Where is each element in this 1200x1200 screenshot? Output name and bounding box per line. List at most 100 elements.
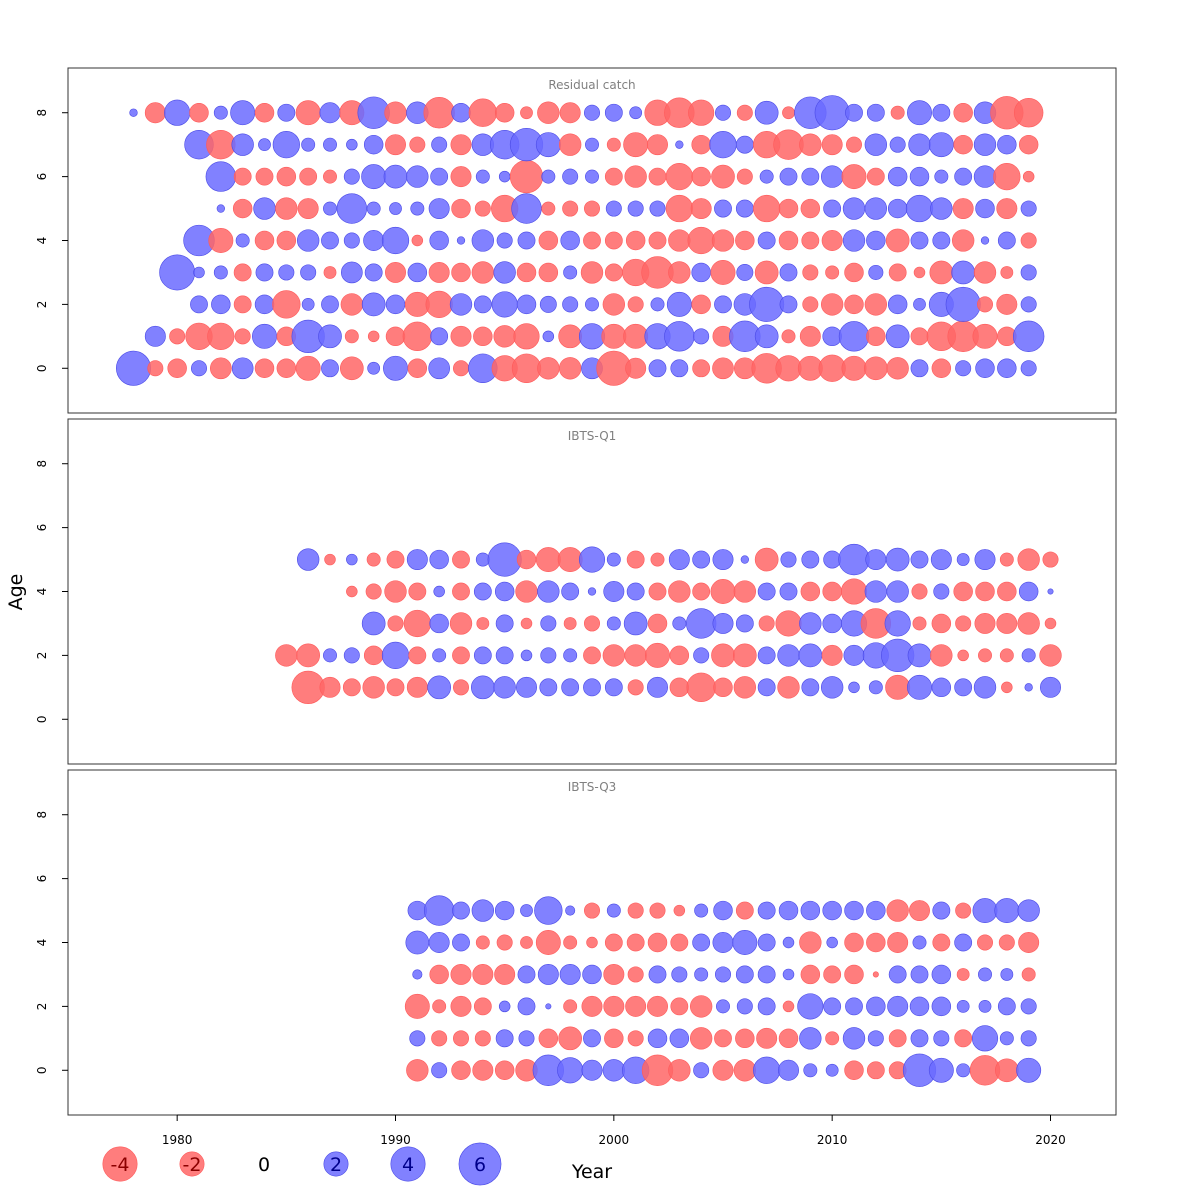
legend-label: 2 (330, 1154, 342, 1176)
residual-bubble (404, 993, 430, 1019)
residual-bubble (498, 170, 511, 183)
residual-bubble (625, 357, 647, 379)
residual-bubble (691, 134, 711, 155)
residual-bubble (367, 361, 381, 375)
residual-bubble (384, 580, 407, 603)
residual-bubble (778, 198, 799, 219)
residual-bubble (670, 997, 689, 1016)
residual-bubble (930, 644, 953, 667)
residual-bubble (603, 995, 625, 1017)
residual-bubble (581, 995, 603, 1017)
residual-bubble (648, 231, 667, 250)
residual-bubble (649, 902, 666, 919)
residual-bubble (735, 901, 754, 920)
residual-bubble (889, 136, 906, 153)
residual-bubble (584, 902, 600, 919)
residual-bubble (647, 1028, 668, 1049)
residual-bubble (908, 133, 931, 156)
residual-bubble (471, 899, 495, 922)
residual-bubble (475, 552, 490, 567)
residual-bubble (342, 678, 361, 697)
legend-label: 0 (258, 1154, 270, 1176)
residual-bubble (383, 355, 408, 381)
residual-bubble (975, 581, 995, 602)
residual-bubble (778, 1028, 799, 1049)
residual-bubble (712, 549, 734, 571)
residual-bubble (664, 321, 695, 352)
residual-bubble (451, 198, 471, 219)
residual-bubble (538, 262, 559, 283)
residual-bubble (866, 996, 886, 1017)
residual-bubble (411, 234, 424, 247)
residual-bubble (973, 676, 997, 699)
residual-bubble (623, 611, 648, 636)
residual-bubble (276, 166, 297, 187)
residual-bubble (864, 580, 888, 603)
residual-bubble (495, 646, 514, 665)
panel: IBTS-Q3 0 2 4 6 8 (35, 769, 1117, 1116)
residual-bubble (453, 360, 469, 377)
residual-bubble (299, 167, 318, 186)
residual-bubble (386, 678, 405, 697)
residual-bubble (714, 295, 732, 314)
residual-bubble (650, 552, 665, 567)
residual-bubble (799, 931, 822, 954)
residual-bubble (408, 646, 427, 665)
residual-bubble (933, 583, 950, 600)
residual-bubble (362, 676, 385, 699)
residual-bubble (648, 965, 667, 984)
residual-bubble (823, 550, 842, 569)
residual-bubble (974, 549, 996, 571)
residual-bubble (406, 549, 428, 571)
residual-bubble (389, 202, 402, 215)
residual-bubble (887, 198, 908, 219)
residual-bubble (365, 583, 382, 600)
residual-bubble (406, 676, 428, 698)
residual-bubble (838, 321, 870, 352)
residual-bubble (844, 294, 864, 315)
residual-bubble (449, 293, 473, 316)
legend-label: 4 (402, 1154, 414, 1176)
residual-bubble (999, 1031, 1014, 1046)
x-tick-label: 2000 (599, 1133, 630, 1147)
residual-bubble (668, 580, 691, 603)
residual-bubble (585, 137, 599, 152)
residual-bubble (864, 133, 888, 156)
residual-bubble (476, 617, 490, 630)
residual-bubble (801, 167, 820, 186)
residual-bubble (385, 294, 406, 315)
residual-bubble (520, 936, 533, 949)
residual-bubble (1013, 98, 1044, 128)
residual-bubble (909, 996, 930, 1017)
residual-bubble (866, 326, 886, 347)
residual-bubble (275, 197, 298, 220)
residual-bubble (232, 198, 253, 219)
residual-bubble (736, 104, 753, 121)
x-axis-title: Year (571, 1161, 612, 1183)
residual-bubble (844, 932, 864, 953)
residual-bubble (931, 996, 952, 1017)
residual-bubble (887, 995, 909, 1017)
residual-bubble (997, 997, 1016, 1016)
residual-bubble (890, 105, 905, 120)
residual-bubble (910, 965, 929, 984)
residual-bubble (385, 326, 406, 347)
residual-bubble (844, 900, 864, 921)
residual-bubble (205, 161, 237, 192)
residual-bubble (496, 232, 513, 249)
residual-bubble (545, 1003, 552, 1010)
residual-bubble (753, 1056, 781, 1084)
residual-bubble (887, 932, 909, 953)
residual-bubble (558, 133, 582, 156)
residual-bubble (932, 901, 951, 920)
residual-bubble (364, 263, 383, 282)
residual-bubble (1020, 232, 1037, 249)
residual-bubble (432, 648, 447, 663)
residual-bubble (562, 168, 579, 185)
residual-bubble (1021, 967, 1036, 982)
residual-bubble (321, 295, 339, 314)
residual-bubble (823, 965, 842, 984)
residual-bubble (563, 648, 578, 663)
residual-bubble (712, 612, 734, 634)
residual-bubble (825, 1031, 840, 1046)
